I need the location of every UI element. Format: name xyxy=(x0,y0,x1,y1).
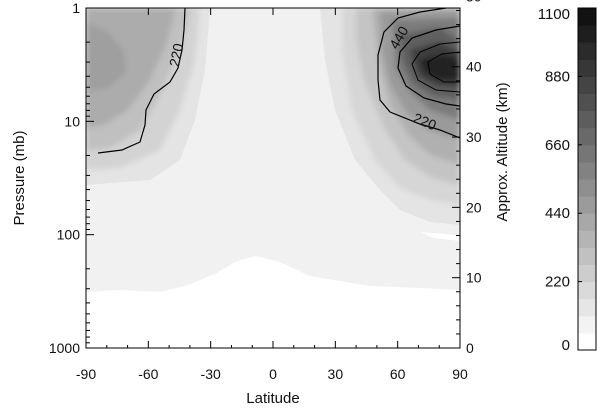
x-tick-label: 0 xyxy=(269,366,277,382)
x-axis-label: Latitude xyxy=(246,390,299,407)
right-axis-label: Approx. Altitude (km) xyxy=(494,82,511,221)
colorbar-tick-label: 440 xyxy=(545,205,570,222)
x-tick-label: 30 xyxy=(328,366,344,382)
colorbar-step xyxy=(578,144,596,163)
y-tick-label: 1 xyxy=(72,0,80,16)
colorbar-step xyxy=(578,110,596,129)
contour-line-220-north xyxy=(377,8,460,139)
colorbar-step xyxy=(578,42,596,60)
contour-label-220-south: 220 xyxy=(166,42,187,68)
y-axis-ticks: 1 10 100 1000 xyxy=(49,0,94,356)
y-tick-label: 10 xyxy=(64,113,80,129)
altitude-tick-label: 50 xyxy=(466,0,482,4)
altitude-tick-label: 0 xyxy=(466,340,474,356)
colorbar-ticks: 0 220 440 660 880 1100 xyxy=(538,6,582,354)
x-tick-label: -30 xyxy=(201,366,221,382)
altitude-tick-label: 30 xyxy=(466,129,482,145)
contour-fill-notch xyxy=(420,232,460,241)
colorbar-step xyxy=(578,8,596,26)
x-axis-ticks: -90 -60 -30 0 30 60 90 xyxy=(76,8,468,382)
contour-line-440-north xyxy=(397,25,460,107)
colorbar-step xyxy=(578,247,596,265)
colorbar-frame xyxy=(577,7,597,351)
contour-fill-left-level-6 xyxy=(86,22,126,92)
colorbar-step xyxy=(578,315,596,334)
colorbar-step xyxy=(578,213,596,231)
colorbar-tick-label: 0 xyxy=(562,337,570,354)
colorbar-step xyxy=(578,161,596,180)
colorbar-tick-label: 880 xyxy=(545,68,570,85)
colorbar-step xyxy=(578,196,596,214)
altitude-tick-label: 20 xyxy=(466,199,482,215)
y-tick-label: 100 xyxy=(57,227,81,243)
colorbar-step xyxy=(578,332,596,351)
colorbar-step xyxy=(578,127,596,146)
colorbar-step xyxy=(578,179,596,197)
contour-line-880-north xyxy=(427,51,460,83)
colorbar-step xyxy=(578,76,596,94)
y-axis-label: Pressure (mb) xyxy=(11,130,28,225)
colorbar-tick-label: 220 xyxy=(545,274,570,291)
colorbar-step xyxy=(578,264,596,283)
altitude-tick-label: 10 xyxy=(466,270,482,286)
x-tick-label: -90 xyxy=(76,366,96,382)
colorbar-step xyxy=(578,59,596,77)
colorbar-step xyxy=(578,25,596,43)
x-tick-label: -60 xyxy=(138,366,158,382)
x-tick-label: 60 xyxy=(390,366,406,382)
plot-area: 220 440 220 xyxy=(86,8,460,348)
y-tick-label: 1000 xyxy=(49,340,80,356)
colorbar xyxy=(578,8,596,351)
contour-line-660-north xyxy=(411,41,460,93)
altitude-axis-ticks: 0 10 20 30 40 50 xyxy=(452,0,482,356)
colorbar-step xyxy=(578,93,596,112)
colorbar-step xyxy=(578,298,596,317)
colorbar-step xyxy=(578,230,596,248)
altitude-tick-label: 40 xyxy=(466,59,482,75)
colorbar-step xyxy=(578,281,596,300)
colorbar-tick-label: 660 xyxy=(545,137,570,154)
contour-line-220-south xyxy=(97,8,186,154)
colorbar-tick-label: 1100 xyxy=(538,6,570,23)
x-tick-label: 90 xyxy=(452,366,468,382)
